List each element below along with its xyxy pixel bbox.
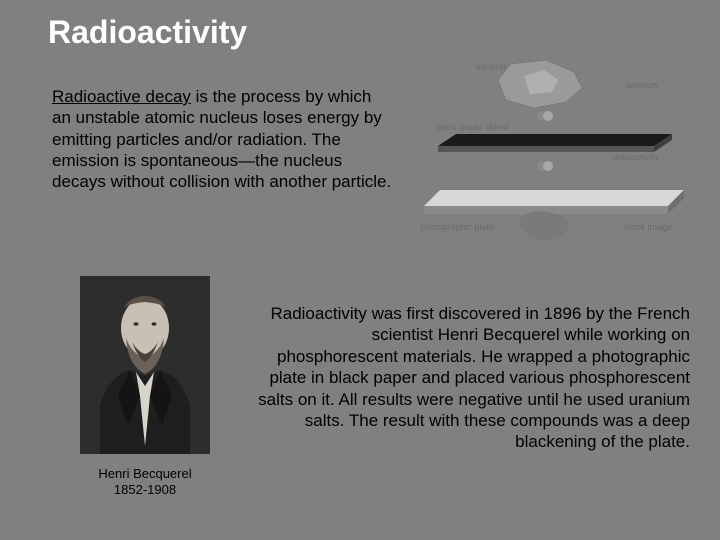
shield-top: [438, 134, 672, 146]
radioactivity-label: radioactivity: [611, 152, 659, 162]
body-paragraph: Radioactivity was first discovered in 18…: [250, 303, 690, 453]
key-term: Radioactive decay: [52, 87, 191, 106]
portrait-photo: [80, 276, 210, 454]
portrait-caption: Henri Becquerel 1852-1908: [80, 466, 210, 499]
particle-icon: [543, 161, 553, 171]
particle-icon: [543, 111, 553, 121]
image-label: black image: [624, 222, 672, 232]
page-title: Radioactivity: [48, 14, 247, 51]
radioactivity-diagram: mineral uranium black paper shield radio…: [406, 58, 686, 258]
black-image-spot: [519, 211, 570, 240]
uranium-label: uranium: [626, 80, 659, 90]
plate-label: photographic plate: [420, 222, 494, 232]
slide: Radioactivity Radioactive decay is the p…: [0, 0, 720, 540]
shield-label: black paper shield: [436, 122, 509, 132]
caption-dates: 1852-1908: [80, 482, 210, 498]
mineral-label: mineral: [476, 62, 506, 72]
caption-name: Henri Becquerel: [80, 466, 210, 482]
intro-paragraph: Radioactive decay is the process by whic…: [52, 86, 392, 192]
plate-top: [424, 190, 684, 206]
